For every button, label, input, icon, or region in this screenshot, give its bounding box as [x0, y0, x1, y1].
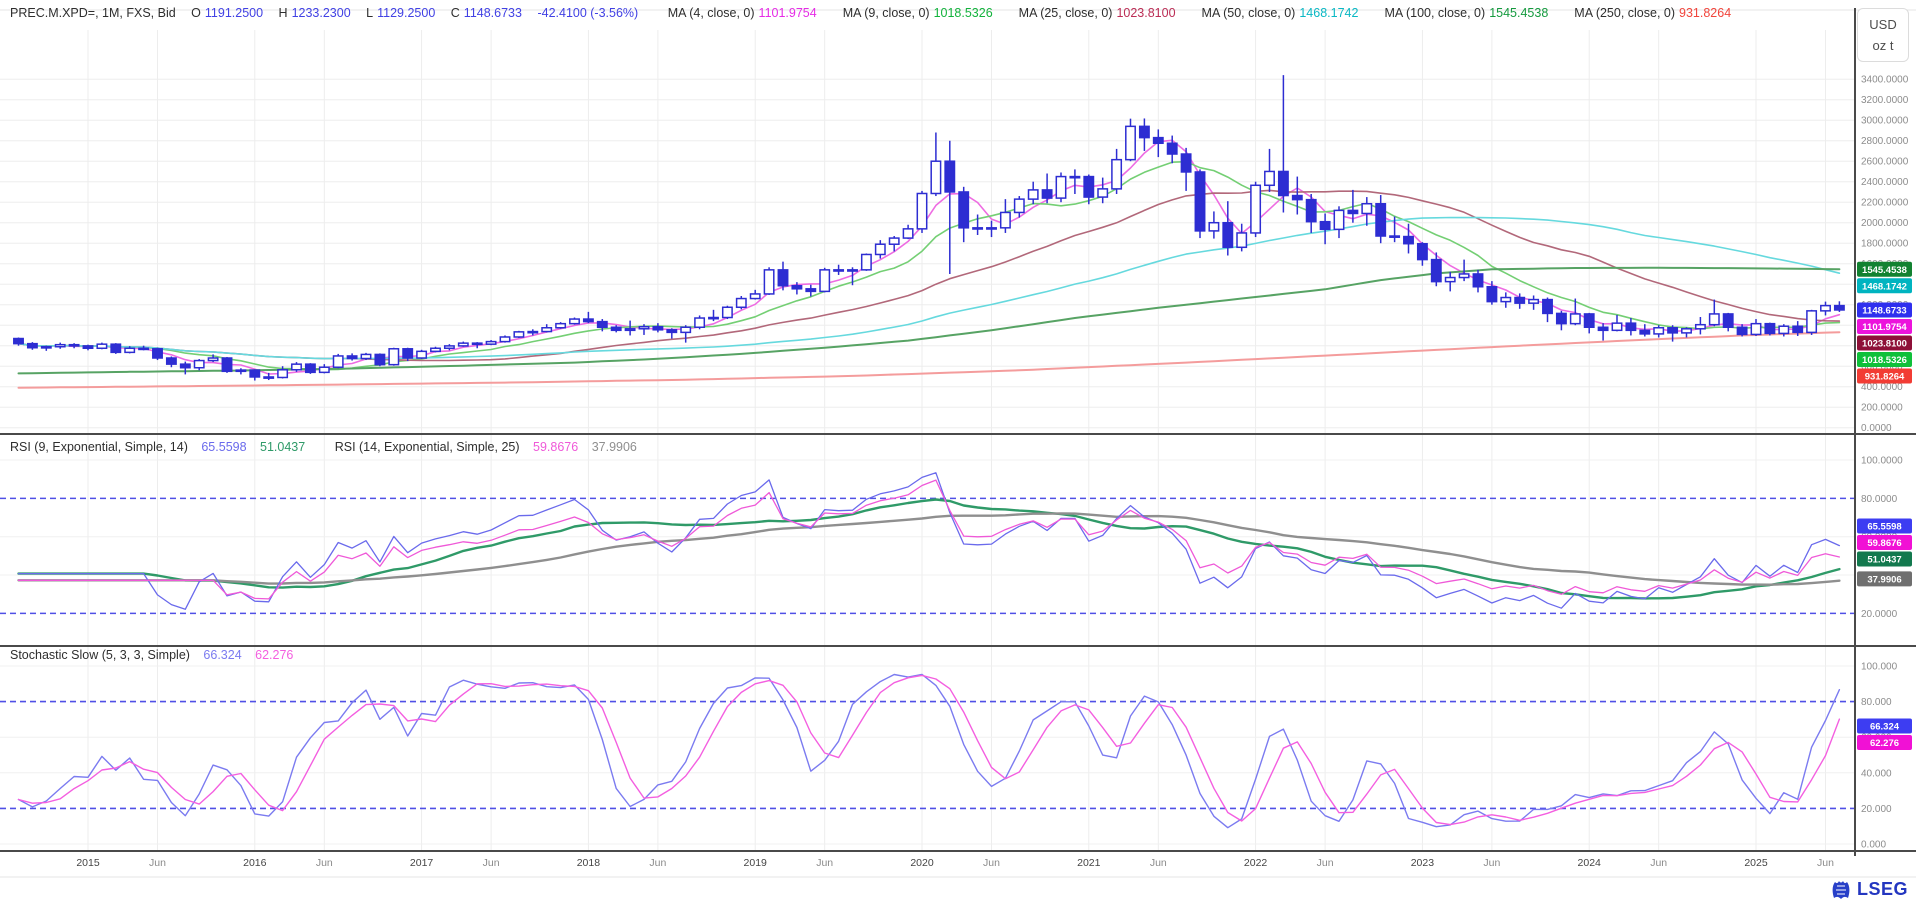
- svg-text:Jun: Jun: [1817, 857, 1834, 869]
- svg-text:37.9906: 37.9906: [1867, 574, 1901, 585]
- x-axis-labels: 2015 Jun 2016 Jun 2017 Jun 2018 Jun 2019 Jun 2020 J…: [76, 857, 1834, 869]
- lseg-crest-icon: [1832, 881, 1850, 899]
- change-value: -42.4100 (-3.56%): [537, 6, 639, 20]
- svg-text:Jun: Jun: [1317, 857, 1334, 869]
- stoch-k-value: 66.324: [203, 648, 242, 662]
- svg-text:2025: 2025: [1744, 857, 1768, 869]
- svg-text:Jun: Jun: [1150, 857, 1167, 869]
- svg-text:1468.1742: 1468.1742: [1862, 281, 1907, 292]
- candles: [13, 75, 1845, 381]
- panel-separators: [0, 8, 1916, 878]
- svg-text:2016: 2016: [243, 857, 267, 869]
- svg-text:Jun: Jun: [483, 857, 500, 869]
- high-value: H 1233.2300: [278, 6, 351, 20]
- svg-text:2200.0000: 2200.0000: [1861, 198, 1909, 209]
- svg-text:2023: 2023: [1411, 857, 1435, 869]
- svg-text:1148.6733: 1148.6733: [1862, 305, 1906, 316]
- svg-text:2015: 2015: [76, 857, 100, 869]
- svg-text:3400.0000: 3400.0000: [1861, 75, 1909, 86]
- rsi1-label: RSI (9, Exponential, Simple, 14): [10, 440, 188, 454]
- price-panel-header: PREC.M.XPD=, 1M, FXS, Bid O 1191.2500 H 12…: [10, 6, 1731, 20]
- svg-text:100.0000: 100.0000: [1861, 456, 1903, 467]
- svg-text:200.0000: 200.0000: [1861, 403, 1903, 414]
- svg-text:2020: 2020: [910, 857, 934, 869]
- svg-text:1018.5326: 1018.5326: [1862, 355, 1907, 366]
- ma-legend-item: MA (250, close, 0) 931.8264: [1574, 6, 1732, 20]
- axis-currency-label: USD: [1869, 17, 1897, 32]
- stochastic-lines: [17, 673, 1841, 829]
- svg-text:0.0000: 0.0000: [1861, 423, 1892, 434]
- ma-legend-item: MA (50, close, 0) 1468.1742: [1201, 6, 1359, 20]
- rsi-panel-header: RSI (9, Exponential, Simple, 14) 65.5598…: [10, 440, 637, 454]
- rsi2-signal-value: 37.9906: [591, 440, 637, 454]
- svg-text:20.0000: 20.0000: [1861, 609, 1898, 620]
- rsi2-label: RSI (14, Exponential, Simple, 25): [334, 440, 520, 454]
- svg-text:40.000: 40.000: [1861, 768, 1892, 779]
- svg-text:400.0000: 400.0000: [1861, 382, 1903, 393]
- svg-text:2000.0000: 2000.0000: [1861, 218, 1909, 229]
- svg-text:100.000: 100.000: [1861, 662, 1898, 673]
- svg-text:600.0000: 600.0000: [1861, 362, 1903, 373]
- rsi1-value: 65.5598: [201, 440, 247, 454]
- svg-text:Jun: Jun: [816, 857, 833, 869]
- svg-text:Jun: Jun: [983, 857, 1000, 869]
- lseg-logo-text: LSEG: [1856, 878, 1908, 899]
- rsi2-value: 59.8676: [533, 440, 579, 454]
- svg-text:2600.0000: 2600.0000: [1861, 157, 1909, 168]
- svg-text:65.5598: 65.5598: [1867, 522, 1901, 533]
- stoch-d-value: 62.276: [255, 648, 294, 662]
- close-value: C 1148.6733: [450, 6, 522, 20]
- svg-text:Jun: Jun: [1650, 857, 1667, 869]
- lseg-logo: LSEG: [1830, 878, 1908, 900]
- open-value: O 1191.2500: [191, 6, 264, 20]
- svg-text:Jun: Jun: [316, 857, 333, 869]
- svg-text:62.276: 62.276: [1870, 738, 1899, 749]
- low-value: L 1129.2500: [366, 6, 436, 20]
- svg-text:931.8264: 931.8264: [1865, 371, 1905, 382]
- svg-text:1545.4538: 1545.4538: [1862, 265, 1907, 276]
- svg-text:80.000: 80.000: [1861, 697, 1892, 708]
- ma-legend-item: MA (4, close, 0) 1101.9754: [667, 6, 817, 20]
- svg-text:2018: 2018: [577, 857, 601, 869]
- svg-text:3200.0000: 3200.0000: [1861, 95, 1909, 106]
- axis-unit-label: oz t: [1872, 38, 1894, 53]
- svg-text:2017: 2017: [410, 857, 434, 869]
- grid: [0, 9, 1916, 851]
- svg-text:1023.8100: 1023.8100: [1862, 338, 1907, 349]
- svg-text:2024: 2024: [1578, 857, 1602, 869]
- axis-value-tags: 1545.4538 1468.1742 1148.6733 1101.9754 1023…: [1857, 261, 1912, 750]
- svg-text:51.0437: 51.0437: [1867, 555, 1901, 566]
- svg-text:Jun: Jun: [149, 857, 166, 869]
- svg-text:80.0000: 80.0000: [1861, 494, 1898, 505]
- svg-text:3000.0000: 3000.0000: [1861, 116, 1909, 127]
- svg-text:1101.9754: 1101.9754: [1862, 322, 1907, 333]
- svg-text:2021: 2021: [1077, 857, 1101, 869]
- overbought-oversold-lines: [0, 497, 1855, 810]
- svg-text:2022: 2022: [1244, 857, 1268, 869]
- ma-legend-item: MA (25, close, 0) 1023.8100: [1018, 6, 1176, 20]
- rsi-lines: [17, 472, 1841, 610]
- ma-legend-item: MA (100, close, 0) 1545.4538: [1384, 6, 1549, 20]
- svg-text:2400.0000: 2400.0000: [1861, 177, 1909, 188]
- svg-text:59.8676: 59.8676: [1867, 538, 1901, 549]
- stoch-label: Stochastic Slow (5, 3, 3, Simple): [10, 648, 190, 662]
- svg-text:2800.0000: 2800.0000: [1861, 136, 1909, 147]
- instrument-label: PREC.M.XPD=, 1M, FXS, Bid: [10, 6, 176, 20]
- svg-text:66.324: 66.324: [1870, 721, 1900, 732]
- ma-legend: MA (4, close, 0) 1101.9754 MA (9, close, 0…: [642, 6, 1731, 20]
- svg-text:1800.0000: 1800.0000: [1861, 239, 1909, 250]
- svg-text:2019: 2019: [744, 857, 768, 869]
- ma-legend-item: MA (9, close, 0) 1018.5326: [842, 6, 993, 20]
- stoch-panel-header: Stochastic Slow (5, 3, 3, Simple) 66.324…: [10, 648, 293, 662]
- svg-text:Jun: Jun: [1483, 857, 1500, 869]
- svg-text:0.000: 0.000: [1861, 840, 1886, 851]
- y-axis-labels: 0.0000200.0000400.0000600.0000800.000010…: [1861, 75, 1909, 851]
- svg-text:Jun: Jun: [649, 857, 666, 869]
- rsi1-signal-value: 51.0437: [260, 440, 306, 454]
- svg-text:20.000: 20.000: [1861, 804, 1892, 815]
- axis-unit-box[interactable]: USD oz t: [1857, 8, 1909, 62]
